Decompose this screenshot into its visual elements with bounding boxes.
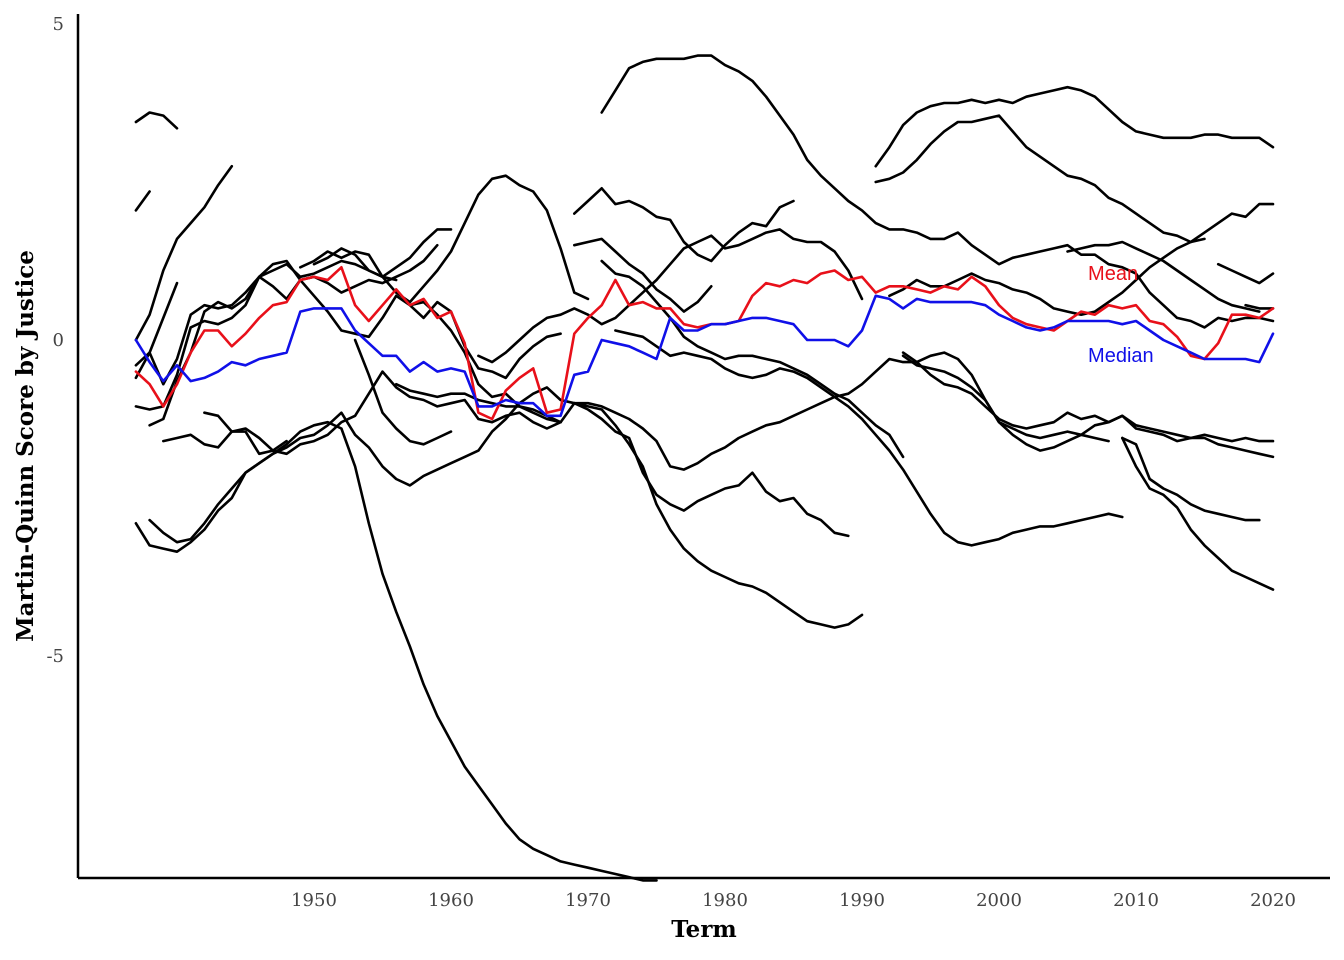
justice-line-27: [901, 351, 1275, 443]
x-axis-title: Term: [671, 916, 737, 943]
justice-line-29: [1066, 240, 1261, 313]
justice-line-18: [573, 187, 795, 263]
justice-line-19: [573, 237, 713, 313]
justice-line-17: [477, 228, 864, 364]
x-tick-labels: 1950 1960 1970 1980 1990 2000 2010 2020: [291, 890, 1296, 911]
justice-line-1: [134, 111, 179, 130]
series-labels: Mean Median: [1088, 263, 1154, 367]
justice-line-15: [394, 382, 562, 424]
justice-line-14: [353, 338, 453, 446]
mean-line: [134, 266, 1275, 421]
justice-line-8: [162, 430, 288, 456]
justice-line-26: [888, 202, 1275, 316]
justice-line-21: [600, 259, 905, 459]
justice-line-20: [600, 54, 1275, 329]
justice-line-5: [134, 259, 398, 386]
justice-line-22: [573, 401, 864, 629]
justice-line-28: [901, 354, 1275, 459]
justice-line-16: [408, 300, 562, 380]
justice-line-31: [1121, 436, 1261, 522]
justice-lines: [134, 54, 1275, 882]
x-tick-label: 1980: [702, 890, 748, 911]
justice-line-2: [134, 190, 151, 212]
justice-line-7: [148, 243, 439, 427]
justice-line-23: [614, 329, 1124, 547]
x-tick-label: 1990: [839, 890, 885, 911]
plot-area: [134, 54, 1275, 882]
justice-line-10: [134, 420, 658, 882]
justice-line-33: [1244, 303, 1275, 310]
x-tick-label: 2020: [1250, 890, 1296, 911]
justice-line-11: [148, 386, 850, 544]
justice-line-3: [134, 164, 234, 342]
median-line: [134, 294, 1275, 418]
justice-line-9: [203, 351, 1110, 471]
justice-line-12: [299, 174, 590, 304]
mean-label: Mean: [1088, 263, 1138, 285]
median-label: Median: [1088, 345, 1154, 367]
y-tick-labels: 5 0 -5: [46, 14, 64, 667]
justice-line-6: [134, 275, 562, 424]
y-tick-label: -5: [46, 646, 64, 667]
y-tick-label: 0: [53, 330, 64, 351]
summary-lines: [134, 266, 1275, 421]
justice-line-13: [312, 228, 453, 279]
x-tick-label: 1950: [291, 890, 337, 911]
y-axis-title: Martin-Quinn Score by Justice: [12, 250, 39, 642]
justice-line-4: [134, 281, 179, 380]
justice-line-30: [1121, 436, 1275, 591]
y-tick-label: 5: [53, 14, 64, 35]
justice-line-32: [1216, 262, 1275, 285]
x-tick-label: 2010: [1113, 890, 1159, 911]
justice-line-24: [874, 85, 1275, 168]
x-tick-label: 2000: [976, 890, 1022, 911]
justice-line-25: [874, 114, 1206, 244]
x-tick-label: 1970: [565, 890, 611, 911]
x-tick-label: 1960: [428, 890, 474, 911]
